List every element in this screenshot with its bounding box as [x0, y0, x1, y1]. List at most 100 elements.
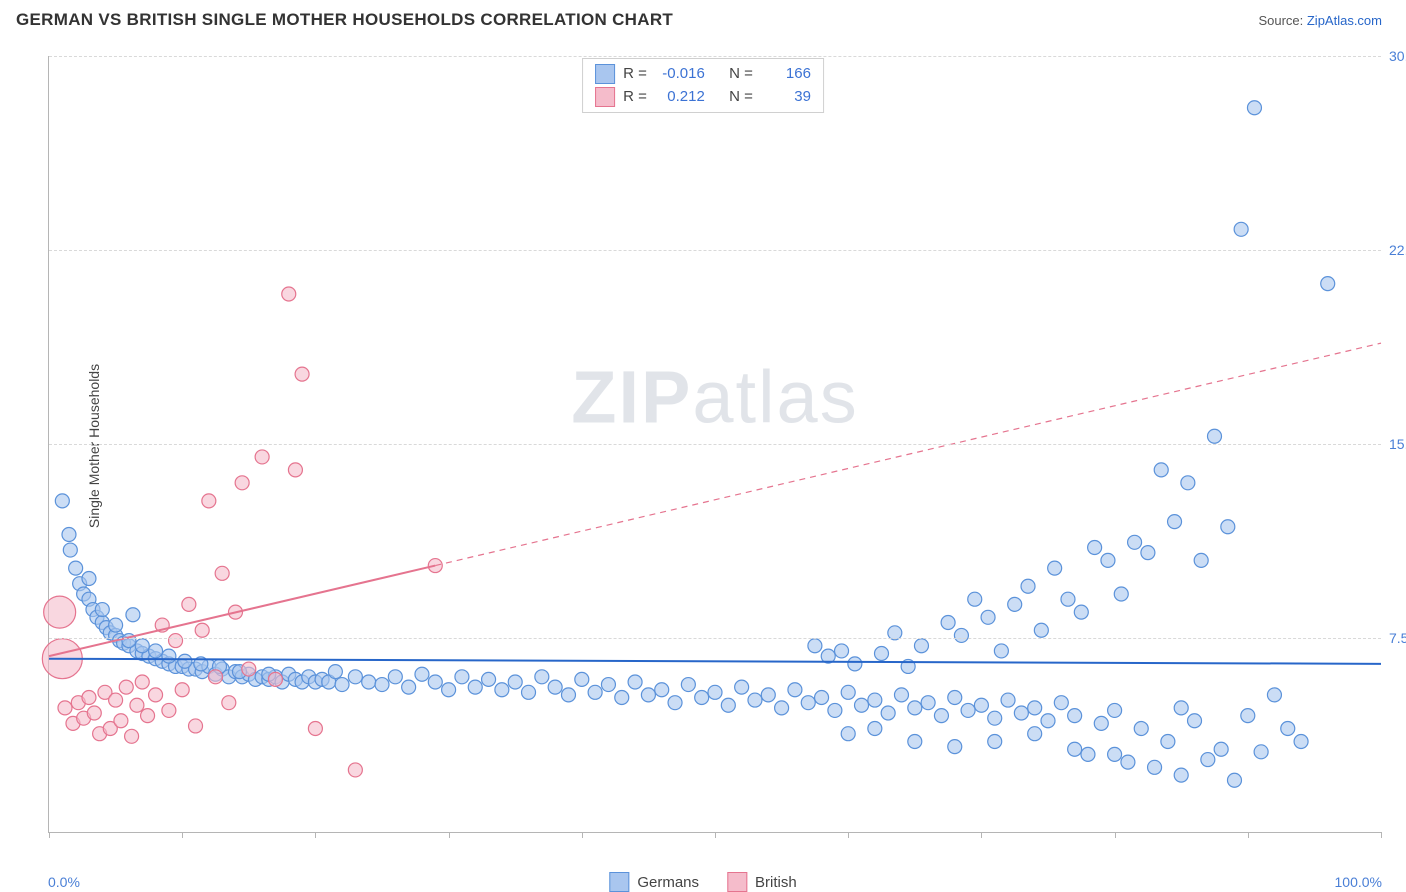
data-point [561, 688, 575, 702]
data-point [495, 683, 509, 697]
data-point [135, 675, 149, 689]
data-point [948, 690, 962, 704]
data-point [149, 644, 163, 658]
y-tick-label: 30.0% [1389, 48, 1406, 64]
data-point [655, 683, 669, 697]
data-point [601, 678, 615, 692]
data-point [908, 701, 922, 715]
data-point [162, 703, 176, 717]
stat-n-label: N = [729, 86, 753, 109]
data-point [1247, 101, 1261, 115]
data-point [548, 680, 562, 694]
data-point [1061, 592, 1075, 606]
data-point [1128, 535, 1142, 549]
data-point [695, 690, 709, 704]
x-tick [1115, 832, 1116, 838]
data-point [215, 566, 229, 580]
x-tick [449, 832, 450, 838]
x-tick [182, 832, 183, 838]
data-point [1001, 693, 1015, 707]
data-point [641, 688, 655, 702]
data-point [775, 701, 789, 715]
source-link[interactable]: ZipAtlas.com [1307, 13, 1382, 28]
data-point [1034, 623, 1048, 637]
data-point [535, 670, 549, 684]
data-point [801, 696, 815, 710]
legend-label: Germans [637, 874, 699, 891]
data-point [894, 688, 908, 702]
data-point [835, 644, 849, 658]
data-point [1174, 768, 1188, 782]
legend: GermansBritish [609, 872, 796, 892]
data-point [482, 672, 496, 686]
data-point [44, 596, 76, 628]
data-point [1048, 561, 1062, 575]
plot-region: ZIPatlas 7.5%15.0%22.5%30.0% [48, 56, 1381, 833]
data-point [934, 709, 948, 723]
data-point [1161, 734, 1175, 748]
data-point [1294, 734, 1308, 748]
stats-row: R =0.212 N =39 [595, 86, 811, 109]
data-point [375, 678, 389, 692]
data-point [114, 714, 128, 728]
data-point [588, 685, 602, 699]
data-point [135, 639, 149, 653]
data-point [1114, 587, 1128, 601]
data-point [388, 670, 402, 684]
data-point [841, 727, 855, 741]
data-point [1194, 553, 1208, 567]
data-point [255, 450, 269, 464]
data-point [288, 463, 302, 477]
data-point [968, 592, 982, 606]
stats-row: R =-0.016 N =166 [595, 63, 811, 86]
data-point [628, 675, 642, 689]
data-point [1074, 605, 1088, 619]
data-point [721, 698, 735, 712]
data-point [126, 608, 140, 622]
data-point [828, 703, 842, 717]
data-point [875, 647, 889, 661]
data-point [222, 696, 236, 710]
data-point [189, 719, 203, 733]
data-point [141, 709, 155, 723]
data-point [1108, 747, 1122, 761]
data-point [1088, 540, 1102, 554]
data-point [1227, 773, 1241, 787]
legend-swatch [595, 87, 615, 107]
data-point [178, 654, 192, 668]
chart-header: GERMAN VS BRITISH SINGLE MOTHER HOUSEHOL… [0, 0, 1406, 36]
data-point [149, 688, 163, 702]
data-point [182, 597, 196, 611]
data-point [881, 706, 895, 720]
data-point [508, 675, 522, 689]
data-point [575, 672, 589, 686]
data-point [1174, 701, 1188, 715]
data-point [1154, 463, 1168, 477]
data-point [119, 680, 133, 694]
x-tick [315, 832, 316, 838]
data-point [62, 528, 76, 542]
data-point [282, 287, 296, 301]
data-point [1068, 742, 1082, 756]
data-point [195, 623, 209, 637]
x-tick [1381, 832, 1382, 838]
data-point [1008, 597, 1022, 611]
data-point [109, 618, 123, 632]
data-point [1021, 579, 1035, 593]
x-tick [1248, 832, 1249, 838]
data-point [1068, 709, 1082, 723]
stat-r-label: R = [623, 63, 647, 86]
data-point [1254, 745, 1268, 759]
data-point [442, 683, 456, 697]
data-point [748, 693, 762, 707]
x-tick [715, 832, 716, 838]
x-tick [582, 832, 583, 838]
source-prefix: Source: [1258, 13, 1306, 28]
data-point [914, 639, 928, 653]
data-point [82, 690, 96, 704]
data-point [95, 603, 109, 617]
data-point [1181, 476, 1195, 490]
data-point [868, 693, 882, 707]
x-tick [49, 832, 50, 838]
data-point [815, 690, 829, 704]
